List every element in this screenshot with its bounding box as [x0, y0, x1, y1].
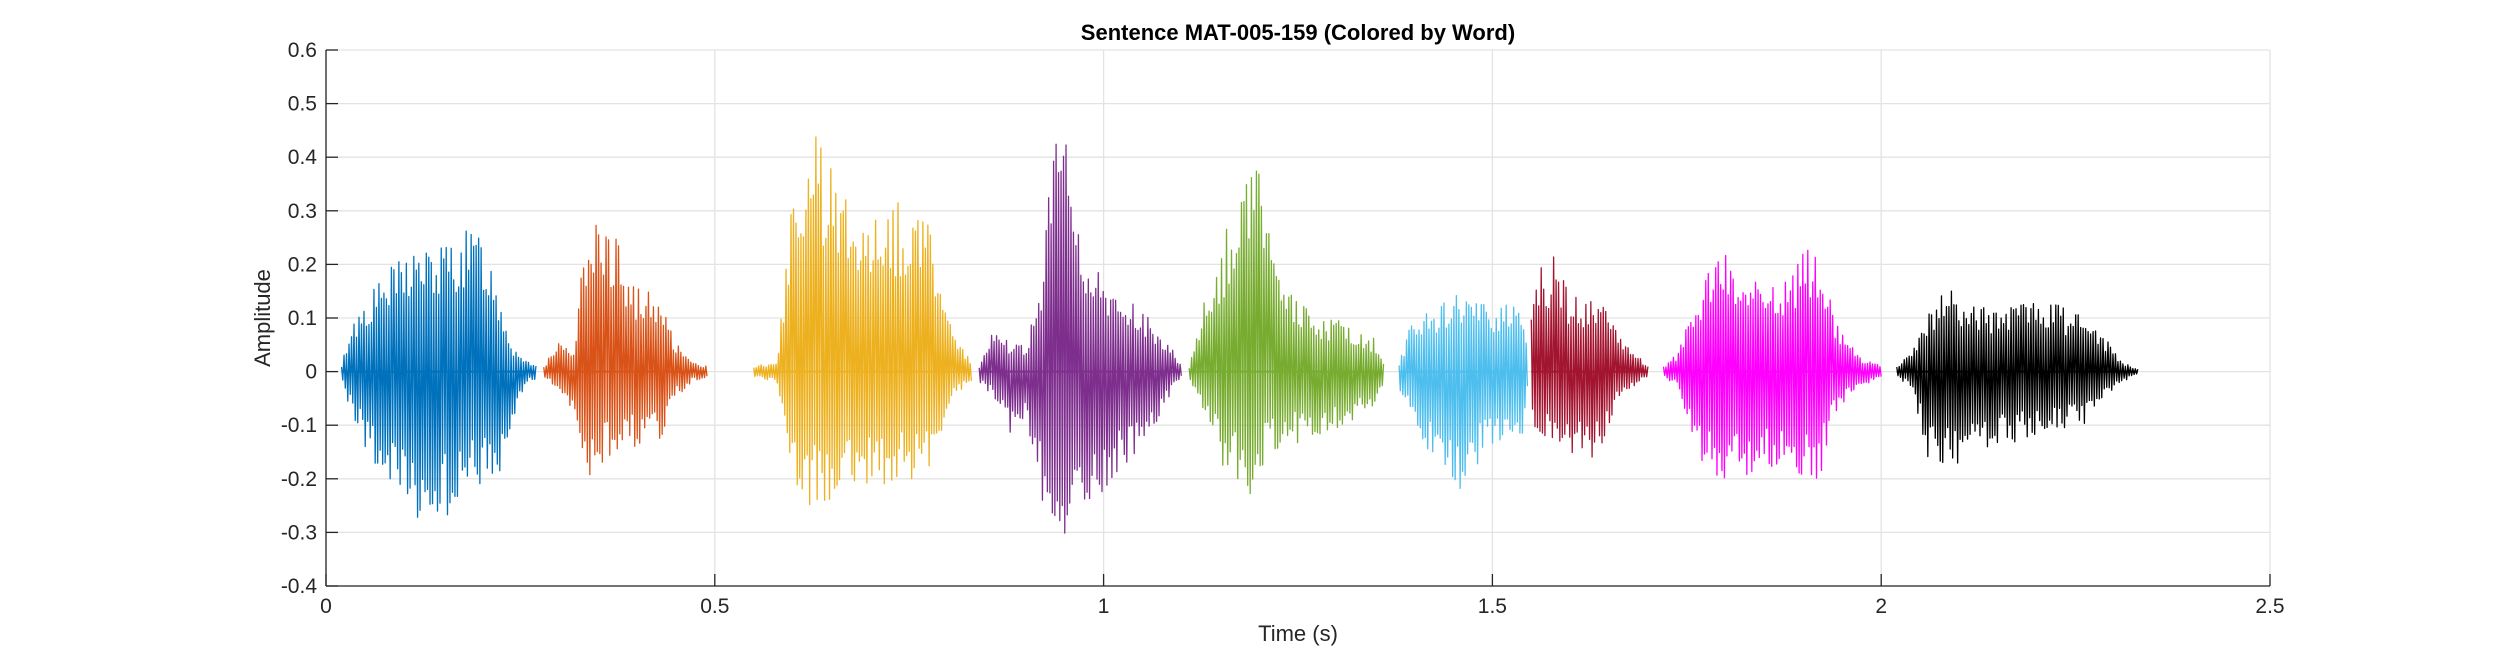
- y-tick-label: 0.2: [288, 253, 317, 276]
- y-tick-label: 0: [305, 361, 317, 384]
- series-line-word-8: [1662, 249, 1882, 479]
- series-line-word-2: [543, 224, 708, 476]
- series-line-word-1: [340, 230, 537, 518]
- series-layer: [340, 136, 2139, 534]
- x-tick-label: 2.5: [2255, 595, 2284, 618]
- series-line-word-7: [1530, 256, 1649, 458]
- x-axis-label: Time (s): [1258, 621, 1338, 646]
- series-line-word-9: [1896, 290, 2139, 464]
- series-line-word-3: [753, 136, 973, 506]
- y-tick-label: -0.1: [281, 414, 317, 437]
- y-tick-label: 0.6: [288, 39, 317, 62]
- y-tick-label: -0.4: [281, 575, 318, 598]
- x-tick-label: 0: [320, 595, 332, 618]
- y-tick-label: -0.3: [281, 521, 317, 544]
- series-line-word-6: [1398, 294, 1529, 490]
- tick-labels: 0 0.5 1 1.5 2 2.5 -0.4 -0.3 -0.2 -0.1 0 0.1 0.2 0.3 0.…: [281, 39, 2285, 618]
- x-tick-label: 1.5: [1478, 595, 1507, 618]
- y-tick-label: 0.3: [288, 200, 317, 223]
- chart-title: Sentence MAT-005-159 (Colored by Word): [1081, 20, 1515, 45]
- y-tick-label: -0.2: [281, 468, 317, 491]
- y-tick-label: 0.5: [288, 93, 317, 116]
- y-tick-label: 0.1: [288, 307, 317, 330]
- y-tick-label: 0.4: [288, 146, 318, 169]
- series-line-word-5: [1188, 170, 1385, 495]
- x-tick-label: 0.5: [700, 595, 729, 618]
- x-tick-label: 1: [1098, 595, 1110, 618]
- axes: [325, 49, 2271, 587]
- x-tick-label: 2: [1875, 595, 1887, 618]
- y-axis-label: Amplitude: [250, 269, 275, 367]
